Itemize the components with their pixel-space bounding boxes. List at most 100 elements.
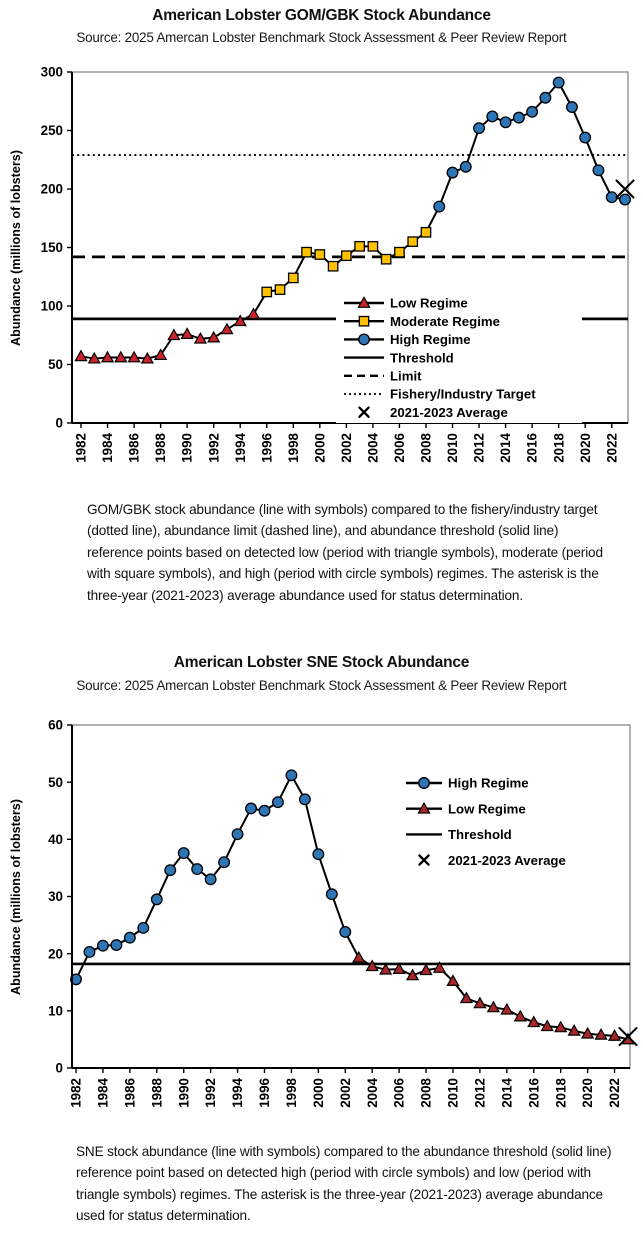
y-tick-label: 20 [48, 946, 63, 961]
marker-triangle [500, 1002, 514, 1015]
x-tick-label: 1988 [153, 432, 168, 462]
gom-gbk-chart-source: Source: 2025 Amercan Lobster Benchmark S… [76, 30, 567, 45]
sne-caption: SNE stock abundance (line with symbols) … [76, 1144, 612, 1224]
marker-triangle [365, 959, 379, 972]
marker-circle [191, 863, 204, 876]
marker-circle [619, 193, 631, 206]
marker-triangle [180, 327, 194, 339]
abundance-line [75, 773, 629, 1041]
marker-circle [539, 91, 552, 104]
y-axis-label: Abundance (millions of lobsters) [9, 150, 23, 346]
y-tick-label: 0 [56, 416, 63, 431]
x-tick-label: 1984 [96, 1077, 111, 1107]
x-tick-label: 1996 [259, 433, 274, 463]
marker-circle [258, 804, 271, 817]
x-tick-label: 1988 [149, 1077, 164, 1107]
chart-svg-gom: 0 50 100 150 200 250 300 1982 1984 1986 1988 1990 19… [9, 65, 635, 463]
average-x-marker [615, 179, 635, 199]
marker-triangle [379, 962, 393, 975]
marker-triangle [527, 1015, 541, 1028]
x-tick-label: 2018 [551, 432, 566, 462]
marker-square [367, 240, 379, 252]
x-tick-label: 1992 [206, 433, 221, 463]
marker-circle [150, 893, 163, 906]
x-tick-label: 2012 [473, 1078, 488, 1108]
x-tick-label: 2012 [472, 433, 487, 463]
marker-triangle [100, 350, 115, 363]
marker-circle [565, 101, 578, 114]
marker-circle [325, 888, 338, 901]
legend-item: 2021-2023 Average [418, 853, 566, 868]
marker-circle [177, 847, 190, 860]
average-x-marker [618, 1027, 638, 1047]
y-tick-label: 50 [48, 775, 63, 790]
x-tick-label: 2014 [499, 1077, 514, 1107]
marker-circle [592, 164, 605, 177]
x-tick-label: 1990 [176, 1078, 191, 1108]
marker-square [301, 246, 312, 258]
legend-label: Fishery/Industry Target [390, 387, 536, 402]
marker-triangle [419, 963, 433, 976]
marker-circle [272, 796, 284, 809]
x-tick-label: 2000 [311, 1078, 326, 1108]
marker-triangle [554, 1020, 568, 1033]
marker-circle [473, 122, 485, 135]
chart-svg-sne: 0 10 20 30 40 50 60 1982 1984 1986 1988 1990 1992 199… [9, 718, 638, 1108]
legend-triangle-icon [357, 296, 371, 308]
y-tick-label: 150 [41, 240, 63, 255]
marker-triangle [540, 1019, 554, 1032]
gom-gbk-chart-title: American Lobster GOM/GBK Stock Abundance [152, 7, 491, 24]
marker-circle [433, 200, 446, 213]
marker-circle [164, 864, 177, 877]
marker-circle [552, 76, 565, 89]
legend-circle-icon [418, 777, 430, 789]
x-tick-label: 1992 [203, 1078, 218, 1108]
marker-square [341, 250, 352, 262]
legend-item: 2021-2023 Average [358, 405, 508, 420]
marker-triangle [405, 968, 420, 981]
legend-item: High Regime [344, 332, 471, 347]
legend-item: Fishery/Industry Target [344, 387, 536, 402]
x-tick-label: 2022 [607, 1078, 622, 1108]
marker-square [287, 272, 299, 284]
y-tick-label: 10 [48, 1003, 63, 1018]
y-tick-label: 60 [48, 718, 63, 733]
sne-chart-title: American Lobster SNE Stock Abundance [173, 654, 470, 671]
legend-triangle-icon [417, 801, 431, 814]
marker-triangle [567, 1024, 581, 1036]
marker-circle [285, 769, 298, 782]
x-tick-label: 2022 [604, 433, 619, 463]
marker-circle [605, 191, 618, 204]
marker-square [407, 236, 419, 247]
legend-label: Threshold [448, 827, 512, 842]
x-tick-label: 2018 [553, 1077, 568, 1107]
x-tick-label: 1998 [286, 432, 301, 462]
x-tick-label: 2002 [338, 1078, 353, 1108]
legend-label: Threshold [390, 350, 454, 365]
marker-circle [123, 931, 136, 944]
y-tick-label: 30 [48, 889, 63, 904]
marker-triangle [153, 348, 168, 361]
legend-item: Low Regime [406, 801, 526, 816]
legend-item: Moderate Regime [344, 314, 500, 329]
marker-circle [339, 925, 352, 938]
x-tick-label: 2006 [392, 1078, 407, 1108]
marker-triangle [193, 331, 208, 344]
y-tick-label: 300 [41, 65, 63, 80]
legend-label: High Regime [448, 776, 529, 791]
marker-circle [204, 873, 217, 886]
x-tick-label: 2002 [339, 433, 354, 463]
marker-triangle [459, 991, 474, 1004]
x-tick-label: 1986 [127, 433, 142, 463]
marker-triangle [486, 1000, 500, 1013]
marker-circle [137, 921, 150, 934]
marker-circle [83, 946, 96, 958]
y-tick-label: 100 [41, 299, 63, 314]
x-tick-label: 1982 [74, 433, 89, 463]
marker-triangle [580, 1026, 595, 1039]
marker-triangle [473, 996, 487, 1009]
x-tick-label: 2008 [419, 1077, 434, 1107]
marker-square [354, 240, 365, 252]
marker-square [327, 260, 339, 272]
x-tick-label: 1982 [69, 1078, 84, 1108]
